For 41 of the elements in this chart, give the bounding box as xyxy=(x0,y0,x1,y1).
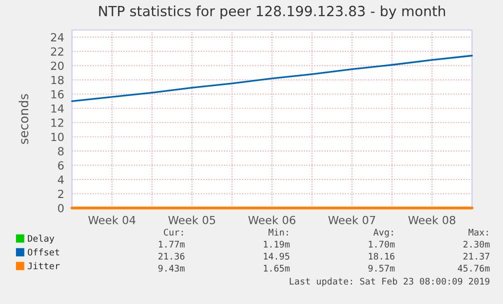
text: 14.95 xyxy=(264,252,290,260)
y-tick-label: 16 xyxy=(51,90,64,98)
y-tick-label: 22 xyxy=(51,47,64,56)
y-tick-label: 12 xyxy=(51,118,64,127)
text: Min: xyxy=(268,228,288,236)
text: 1.70m xyxy=(368,240,395,248)
text: Max: xyxy=(468,228,488,236)
y-tick-label: 4 xyxy=(58,176,64,184)
y-tick-label: 24 xyxy=(51,33,64,42)
line-series xyxy=(71,54,473,102)
text: 18.16 xyxy=(368,252,394,260)
chart-title: NTP statistics for peer 128.199.123.83 - by month xyxy=(99,6,445,19)
x-tick-label: Week 08 xyxy=(408,216,456,224)
x-tick-label: Week 06 xyxy=(248,216,296,224)
x-tick-label: Week 07 xyxy=(328,216,376,224)
text: Avg: xyxy=(373,228,393,238)
y-tick-label: 14 xyxy=(51,104,64,113)
y-tick-label: 10 xyxy=(51,132,64,142)
text: 9.43m xyxy=(158,264,185,272)
x-tick-label: Week 04 xyxy=(88,216,136,224)
legend-label: Offset xyxy=(28,248,60,256)
y-tick-label: 2 xyxy=(58,190,64,198)
text: Last update: Sat Feb 23 08:00:09 2019 xyxy=(290,278,490,286)
text: 1.77m xyxy=(158,240,185,248)
text: 1.65m xyxy=(264,264,290,272)
text: Cur: xyxy=(164,228,183,236)
text: 9.57m xyxy=(368,264,395,272)
x-tick-label: Week 05 xyxy=(168,216,216,224)
legend-label: Jitter xyxy=(28,262,60,270)
legend-label: Delay xyxy=(28,234,54,244)
y-tick-label: 18 xyxy=(51,76,64,84)
y-tick-label: 8 xyxy=(58,147,64,156)
y-tick-label: 20 xyxy=(51,62,64,70)
text: 21.37 xyxy=(463,252,490,260)
text: 1.19m xyxy=(264,240,290,248)
y-axis-title: seconds xyxy=(18,94,28,144)
text: 2.30m xyxy=(463,240,490,248)
y-tick-label: 6 xyxy=(58,161,64,170)
text: 45.76m xyxy=(458,264,490,272)
y-tick-label: 0 xyxy=(58,204,64,212)
text: 21.36 xyxy=(158,252,184,260)
